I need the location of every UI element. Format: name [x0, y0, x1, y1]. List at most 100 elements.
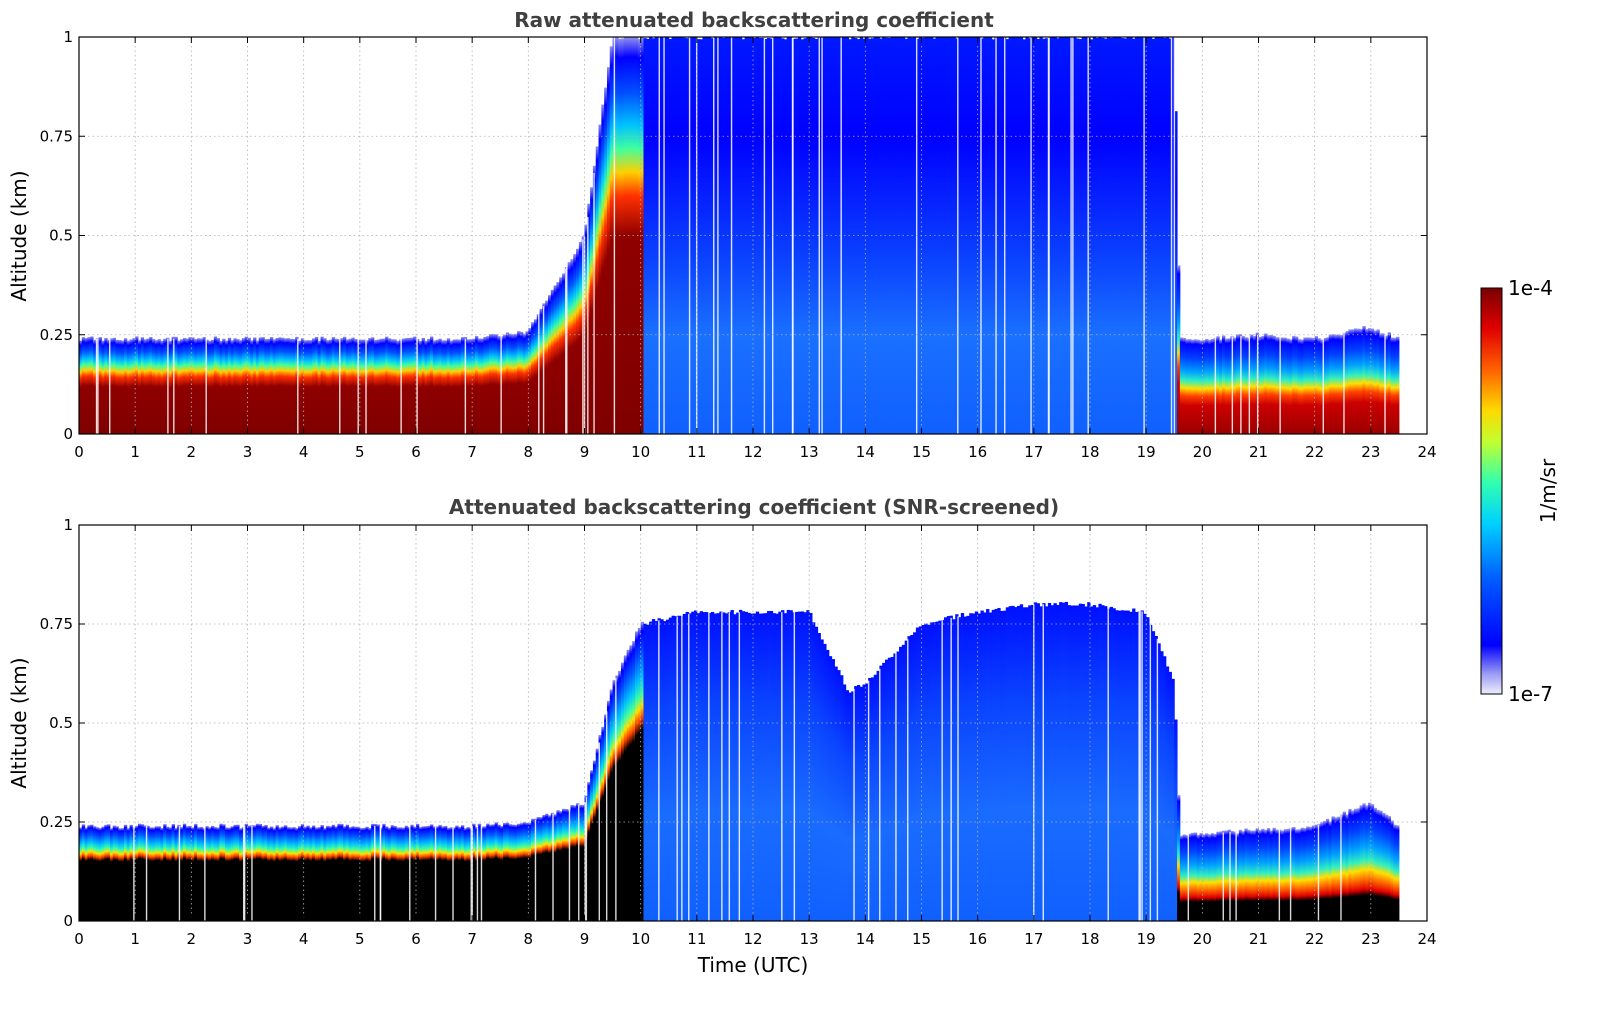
- heatmap-column: [390, 339, 395, 434]
- heatmap-column: [1146, 617, 1150, 921]
- heatmap-column: [326, 340, 330, 434]
- heatmap-column: [803, 38, 807, 434]
- heatmap-column: [452, 339, 456, 434]
- data-gap: [1107, 606, 1109, 921]
- heatmap-column: [710, 611, 715, 921]
- heatmap-column: [699, 611, 703, 921]
- heatmap-column: [955, 38, 959, 434]
- heatmap-column: [455, 339, 459, 434]
- heatmap-column: [870, 677, 875, 921]
- heatmap-column: [1191, 832, 1195, 921]
- heatmap-column: [93, 339, 97, 434]
- heatmap-column: [674, 37, 678, 434]
- heatmap-column: [123, 338, 128, 434]
- heatmap-column: [1356, 328, 1361, 434]
- heatmap-column: [1362, 325, 1366, 434]
- heatmap-column: [432, 340, 437, 434]
- data-gap: [658, 620, 660, 921]
- data-gap: [728, 612, 731, 921]
- x-tick-label: 4: [299, 443, 309, 461]
- heatmap-column: [81, 824, 86, 921]
- heatmap-column: [1331, 334, 1335, 434]
- heatmap-column: [143, 339, 147, 434]
- heatmap-column: [191, 827, 195, 921]
- heatmap-column: [1339, 335, 1344, 434]
- heatmap-column: [491, 824, 496, 921]
- heatmap-column: [845, 37, 849, 434]
- heatmap-column: [868, 677, 872, 921]
- heatmap-column: [1005, 39, 1010, 434]
- heatmap-column: [267, 338, 271, 434]
- data-gap: [97, 338, 99, 434]
- data-gap: [1149, 620, 1152, 921]
- heatmap-column: [1191, 339, 1195, 434]
- heatmap-column: [1359, 805, 1363, 921]
- heatmap-column: [334, 338, 338, 434]
- heatmap-column: [1005, 607, 1010, 921]
- data-gap: [957, 616, 959, 921]
- heatmap-column: [1188, 833, 1192, 921]
- heatmap-column: [952, 619, 956, 921]
- heatmap-column: [244, 823, 248, 921]
- x-tick-label: 4: [299, 930, 309, 948]
- heatmap-column: [362, 339, 366, 434]
- heatmap-column: [137, 823, 142, 921]
- data-gap: [1279, 336, 1281, 434]
- heatmap-column: [90, 336, 94, 434]
- heatmap-column: [972, 613, 976, 921]
- data-gap: [867, 680, 870, 921]
- heatmap-column: [621, 662, 625, 921]
- heatmap-column: [604, 714, 608, 921]
- data-gap: [587, 216, 589, 434]
- heatmap-column: [1045, 606, 1049, 921]
- heatmap-column: [590, 770, 594, 921]
- heatmap-column: [396, 340, 400, 434]
- heatmap-column: [1109, 37, 1113, 435]
- heatmap-column: [371, 337, 375, 434]
- heatmap-column: [351, 337, 355, 434]
- data-gap: [566, 266, 568, 434]
- x-tick-label: 21: [1249, 443, 1268, 461]
- heatmap-column: [253, 825, 257, 921]
- heatmap-column: [831, 659, 835, 921]
- data-gap: [470, 825, 472, 921]
- heatmap-column: [660, 37, 664, 434]
- heatmap-column: [1325, 337, 1330, 434]
- x-tick-label: 12: [743, 930, 762, 948]
- heatmap-column: [882, 37, 886, 434]
- heatmap-column: [991, 39, 996, 434]
- heatmap-column: [1016, 37, 1021, 434]
- heatmap-column: [691, 611, 695, 921]
- data-gap: [1240, 336, 1242, 434]
- heatmap-column: [1132, 608, 1136, 921]
- heatmap-column: [635, 37, 639, 434]
- heatmap-column: [1064, 37, 1069, 434]
- heatmap-column: [713, 37, 717, 435]
- heatmap-column: [1205, 833, 1209, 921]
- heatmap-column: [556, 282, 560, 434]
- heatmap-column: [208, 827, 212, 921]
- heatmap-column: [444, 340, 448, 434]
- heatmap-column: [337, 339, 341, 434]
- panel-title: Raw attenuated backscattering coefficien…: [514, 8, 994, 32]
- heatmap-column: [393, 825, 397, 921]
- heatmap-column: [1356, 808, 1361, 921]
- heatmap-column: [1323, 820, 1327, 921]
- heatmap-column: [1337, 334, 1341, 434]
- heatmap-column: [927, 624, 931, 921]
- heatmap-column: [236, 824, 240, 921]
- data-gap: [374, 825, 376, 921]
- heatmap-column: [1233, 337, 1237, 434]
- heatmap-column: [915, 38, 920, 434]
- data-gap: [476, 825, 479, 921]
- data-gap: [593, 173, 595, 435]
- heatmap-column: [674, 616, 678, 921]
- heatmap-column: [868, 38, 872, 435]
- heatmap-column: [323, 828, 327, 921]
- heatmap-column: [109, 338, 114, 434]
- heatmap-column: [511, 334, 515, 434]
- heatmap-column: [986, 609, 990, 921]
- heatmap-column: [694, 610, 698, 921]
- heatmap-column: [1230, 830, 1234, 921]
